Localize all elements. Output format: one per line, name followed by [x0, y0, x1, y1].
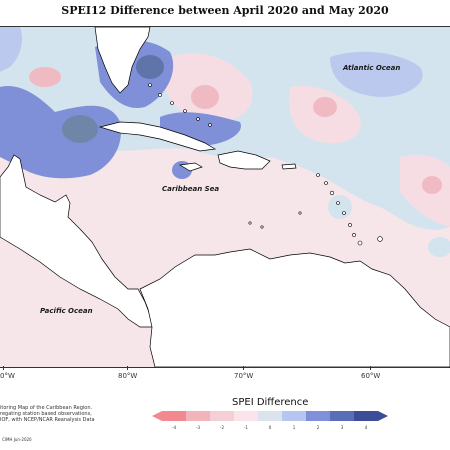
map-title: SPEI12 Difference between April 2020 and… — [61, 4, 389, 17]
label-pacific-ocean: Pacific Ocean — [40, 307, 93, 315]
anomaly-area-light-blue-atl — [330, 51, 423, 97]
anomaly-spot-pale-blue-sw — [328, 195, 352, 219]
anomaly-spot-pale-blue-se — [428, 237, 450, 257]
anomaly-spot-slate-florida — [136, 55, 164, 79]
map-panel: Atlantic Ocean Caribbean Sea Pacific Oce… — [0, 26, 450, 368]
legend-swatch — [330, 411, 354, 421]
color-legend — [152, 411, 388, 421]
legend-tick-label: -2 — [220, 425, 224, 430]
land-south-america — [139, 248, 450, 367]
land-puerto-rico — [281, 163, 297, 170]
legend-swatch — [258, 411, 282, 421]
land-lesser-antilles — [248, 173, 383, 246]
legend-swatch — [162, 411, 186, 421]
credit: CIMH Jun-2020 — [2, 437, 32, 442]
longitude-label: 0°W — [0, 372, 15, 380]
legend-tick-label: 2 — [316, 425, 320, 430]
legend-swatch — [306, 411, 330, 421]
legend-title: SPEI Difference — [232, 397, 309, 408]
anomaly-spot-slate-gulf — [62, 115, 98, 143]
legend-swatch — [210, 411, 234, 421]
land-hispaniola — [217, 150, 271, 170]
anomaly-spot-pink-4 — [29, 67, 61, 87]
legend-tick-label: -1 — [244, 425, 248, 430]
footnote-line: itoring Map of the Caribbean Region. — [0, 405, 93, 411]
land-jamaica — [178, 162, 203, 172]
longitude-tick — [243, 366, 244, 370]
anomaly-spot-pink-3 — [422, 176, 442, 194]
legend-tick-label: 4 — [364, 425, 368, 430]
land-bahamas — [148, 83, 212, 127]
longitude-tick — [3, 366, 4, 370]
spei-map — [0, 27, 450, 367]
anomaly-area-pale-blue-central — [230, 106, 450, 230]
legend-swatch — [282, 411, 306, 421]
longitude-label: 80°W — [118, 372, 138, 380]
land-cuba — [98, 121, 217, 152]
label-atlantic-ocean: Atlantic Ocean — [343, 64, 401, 72]
legend-arrow-right — [378, 411, 388, 421]
footnote-line: regating station based observations, — [0, 411, 92, 417]
footnote-line: IOF, with NCEP/NCAR Reanalysis Data — [0, 417, 95, 423]
legend-swatch — [234, 411, 258, 421]
anomaly-spot-pink-1 — [191, 85, 219, 109]
legend-tick-label: -3 — [196, 425, 200, 430]
footnote: itoring Map of the Caribbean Region. reg… — [0, 405, 110, 423]
legend-swatch — [186, 411, 210, 421]
legend-arrow-left — [152, 411, 162, 421]
longitude-tick — [370, 366, 371, 370]
legend-tick-label: 0 — [268, 425, 272, 430]
anomaly-area-light-blue-nw — [0, 27, 22, 72]
longitude-label: 60°W — [361, 372, 381, 380]
anomaly-spot-pink-2 — [313, 97, 337, 117]
longitude-tick — [127, 366, 128, 370]
land-florida — [94, 27, 151, 94]
legend-tick-label: 1 — [292, 425, 296, 430]
legend-tick-label: -4 — [172, 425, 176, 430]
legend-swatch — [354, 411, 378, 421]
land-central-america — [0, 154, 156, 328]
longitude-label: 70°W — [234, 372, 254, 380]
label-caribbean-sea: Caribbean Sea — [162, 185, 220, 193]
anomaly-area-blue-gulf — [0, 86, 121, 179]
legend-tick-label: 3 — [340, 425, 344, 430]
